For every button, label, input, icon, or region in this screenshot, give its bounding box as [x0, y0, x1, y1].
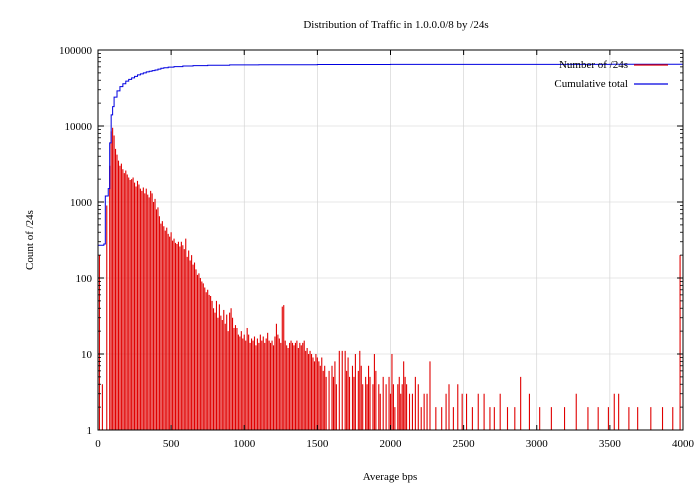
x-tick-label: 2000: [380, 438, 403, 450]
x-axis-title: Average bps: [363, 471, 417, 483]
y-tick-label: 100000: [59, 45, 93, 57]
y-tick-label: 100: [76, 273, 93, 285]
y-axis-title: Count of /24s: [24, 210, 36, 270]
legend-label-cumulative: Cumulative total: [554, 78, 628, 90]
y-axis: 1 10 100 1000 10000 100000: [59, 45, 683, 437]
legend: Number of /24s Cumulative total: [554, 59, 668, 90]
x-tick-label: 3500: [599, 438, 622, 450]
cumulative-series: [98, 63, 684, 246]
y-tick-label: 10: [81, 349, 93, 361]
x-tick-label: 3000: [526, 438, 549, 450]
x-tick-label: 0: [95, 438, 101, 450]
x-tick-label: 4000: [672, 438, 695, 450]
x-tick-label: 2500: [453, 438, 476, 450]
cumulative-line: [98, 63, 684, 246]
y-tick-label: 1: [87, 425, 93, 437]
grid-lines: [98, 50, 683, 430]
chart-title: Distribution of Traffic in 1.0.0.0/8 by …: [303, 19, 488, 31]
x-tick-label: 500: [163, 438, 180, 450]
legend-label-number: Number of /24s: [559, 59, 628, 71]
x-axis: 0 500 1000 1500 2000 2500 3000 3500 4000: [95, 50, 695, 450]
x-tick-label: 1500: [306, 438, 329, 450]
x-tick-label: 1000: [233, 438, 256, 450]
bar-series: [98, 127, 681, 430]
y-tick-label: 10000: [65, 121, 93, 133]
y-tick-label: 1000: [70, 197, 93, 209]
